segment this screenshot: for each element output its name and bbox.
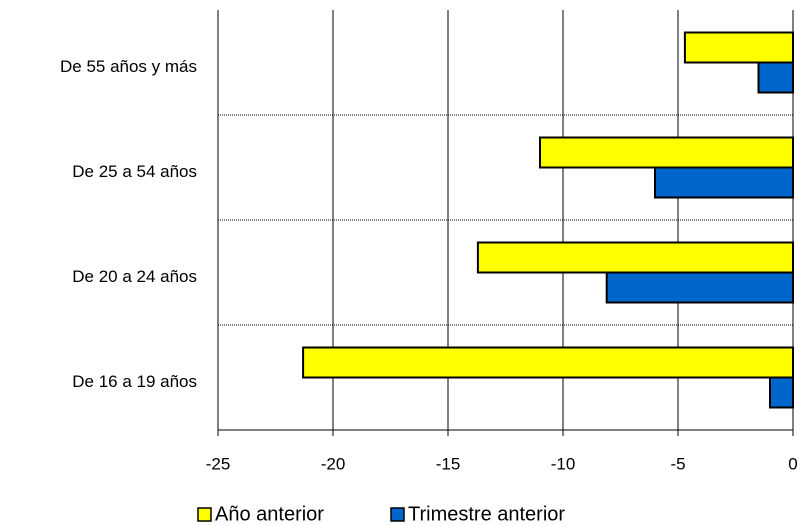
bar bbox=[476, 241, 794, 274]
bar bbox=[539, 136, 794, 169]
y-tick-label: De 25 a 54 años bbox=[72, 162, 197, 181]
legend: Año anterior Trimestre anterior bbox=[197, 503, 565, 525]
legend-swatch bbox=[390, 507, 405, 522]
x-tick-label: -5 bbox=[670, 454, 685, 473]
bar bbox=[605, 271, 795, 304]
bar bbox=[757, 61, 794, 94]
bar bbox=[769, 376, 794, 409]
x-tick-label: -10 bbox=[551, 454, 576, 473]
x-tick-label: -15 bbox=[436, 454, 461, 473]
y-tick-label: De 20 a 24 años bbox=[72, 267, 197, 286]
bar bbox=[654, 166, 794, 199]
legend-label: Año anterior bbox=[215, 503, 324, 525]
y-tick-label: De 16 a 19 años bbox=[72, 372, 197, 391]
x-tick-label: -20 bbox=[321, 454, 346, 473]
legend-swatch bbox=[197, 507, 212, 522]
bar bbox=[302, 346, 794, 379]
x-tick-label: -25 bbox=[206, 454, 231, 473]
y-tick-label: De 55 años y más bbox=[60, 57, 197, 76]
bar bbox=[683, 31, 795, 64]
x-tick-label: 0 bbox=[788, 454, 797, 473]
legend-label: Trimestre anterior bbox=[408, 503, 565, 525]
